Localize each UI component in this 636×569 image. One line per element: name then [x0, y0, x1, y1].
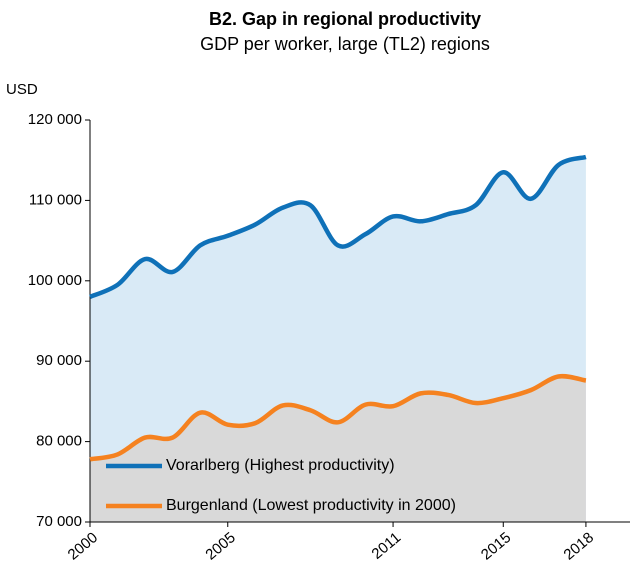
x-tick-label: 2005	[202, 529, 238, 563]
x-tick-label: 2011	[369, 529, 405, 563]
y-axis-label: USD	[6, 81, 38, 98]
line	[89, 154, 587, 299]
chart-subtitle: GDP per worker, large (TL2) regions	[200, 34, 490, 54]
y-tick-label: 90 000	[36, 352, 82, 369]
area	[90, 376, 586, 522]
y-tick-label: 80 000	[36, 433, 82, 450]
x-tick-label: 2000	[65, 529, 101, 563]
y-tick-label: 70 000	[36, 513, 82, 530]
x-tick-label: 2015	[478, 529, 514, 563]
y-tick-label: 110 000	[29, 191, 82, 208]
legend-label: Vorarlberg (Highest productivity)	[166, 457, 395, 474]
y-tick-label: 100 000	[28, 272, 82, 289]
y-tick-label: 120 000	[28, 111, 82, 128]
line	[89, 373, 587, 462]
x-tick-label: 2018	[561, 529, 597, 563]
chart-title: B2. Gap in regional productivity	[209, 9, 481, 29]
legend-label: Burgenland (Lowest productivity in 2000)	[166, 497, 456, 514]
